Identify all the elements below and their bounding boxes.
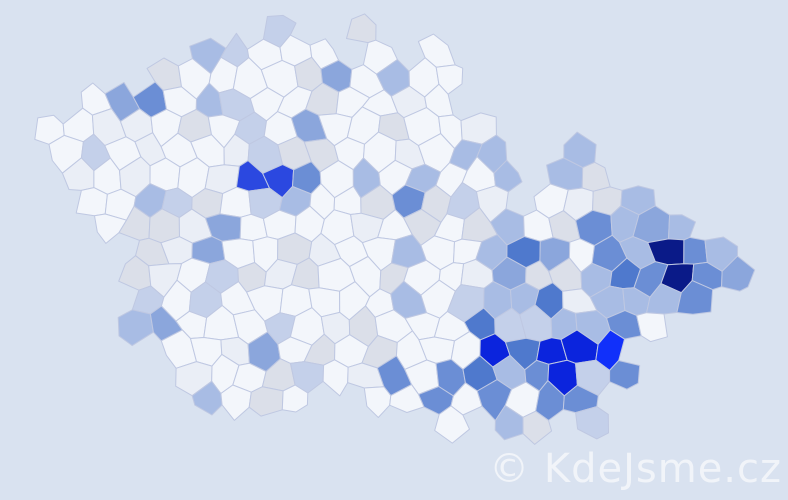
district-cell[interactable] <box>721 255 756 292</box>
district-cell[interactable] <box>668 214 696 241</box>
district-cell[interactable] <box>575 406 609 440</box>
district-cell[interactable] <box>683 236 708 265</box>
district-cell[interactable] <box>75 187 108 217</box>
district-cell[interactable] <box>117 309 154 347</box>
district-cell[interactable] <box>676 280 714 315</box>
district-cell[interactable] <box>220 384 252 421</box>
district-cell[interactable] <box>636 312 668 343</box>
district-cell[interactable] <box>609 360 641 390</box>
district-cell[interactable] <box>281 384 309 413</box>
district-cell[interactable] <box>239 213 268 242</box>
district-cell[interactable] <box>581 161 611 192</box>
district-cell[interactable] <box>363 386 392 418</box>
district-cell[interactable] <box>322 359 349 397</box>
district-cell[interactable] <box>346 13 377 44</box>
district-cell[interactable] <box>248 386 284 417</box>
district-cell[interactable] <box>434 405 470 444</box>
district-cell[interactable] <box>522 410 553 445</box>
